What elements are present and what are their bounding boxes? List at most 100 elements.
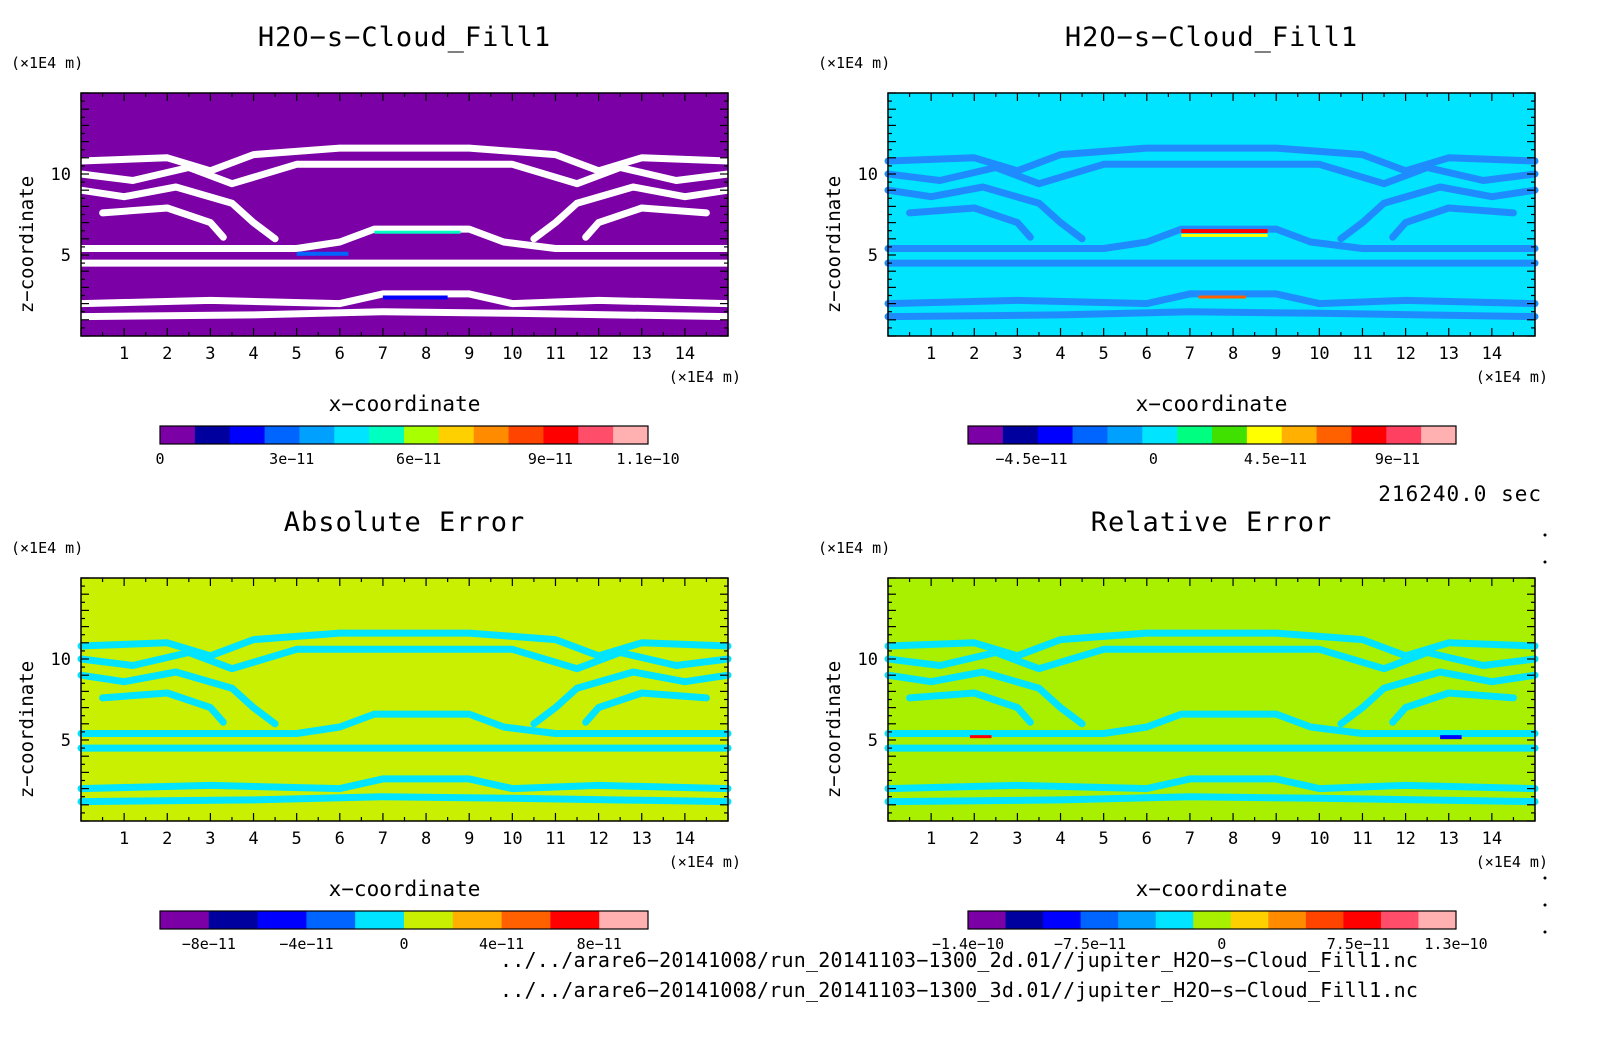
x-tick-label: 10	[502, 344, 522, 364]
contour-lines	[77, 144, 732, 321]
colorbar-swatch	[1305, 911, 1344, 929]
contour-band	[1389, 204, 1517, 241]
colorbar-swatch	[1230, 911, 1269, 929]
y-unit-label: (×1E4 m)	[818, 54, 890, 72]
colorbar-swatch	[257, 911, 307, 929]
axis-ticks	[80, 577, 729, 822]
contour-band	[77, 793, 732, 806]
z-tick-label: 5	[868, 731, 878, 751]
x-tick-label: 11	[1352, 344, 1372, 364]
x-tick-label: 12	[1395, 344, 1415, 364]
x-axis-label: x−coordinate	[1136, 392, 1288, 416]
colorbar-swatch	[369, 426, 405, 444]
colorbar-label: 9e−11	[1375, 450, 1420, 468]
x-unit-label: (×1E4 m)	[1476, 853, 1548, 871]
colorbar-swatch	[1212, 426, 1248, 444]
colorbar-swatch	[550, 911, 600, 929]
colorbar-swatch	[306, 911, 356, 929]
colorbar: −4.5e−11 0 4.5e−11 9e−11	[967, 425, 1457, 468]
y-unit-label: (×1E4 m)	[11, 539, 83, 557]
colorbar-swatch	[543, 426, 579, 444]
colorbar-swatch	[1281, 426, 1318, 444]
axis-ticks	[887, 92, 1536, 337]
colorbar-label: −4e−11	[279, 935, 333, 953]
contour-band	[884, 775, 1539, 793]
z-tick-label: 10	[858, 650, 878, 670]
contour-band	[1337, 183, 1539, 243]
file-path-2d: ../../arare6−20141008/run_20141103−1300_…	[500, 948, 1419, 972]
colorbar-label: 3e−11	[269, 450, 314, 468]
x-tick-label: 9	[464, 344, 474, 364]
colorbar-swatch	[599, 911, 649, 929]
x-tick-label: 11	[545, 829, 565, 849]
contour-band	[582, 204, 710, 241]
colorbar-swatch	[229, 426, 266, 444]
x-tick-label: 8	[1228, 344, 1238, 364]
contour-band	[77, 308, 732, 321]
x-tick-label: 2	[969, 829, 979, 849]
colorbar-swatch	[438, 426, 475, 444]
contour-lines	[884, 629, 1539, 806]
colorbar-swatch	[1246, 426, 1283, 444]
x-tick-label: 3	[205, 829, 215, 849]
contour-band	[1389, 689, 1517, 726]
x-tick-label: 2	[162, 829, 172, 849]
colorbar-swatch	[508, 426, 544, 444]
x-tick-label: 2	[969, 344, 979, 364]
colorbar-frame	[967, 425, 1457, 445]
contour-band	[99, 204, 227, 241]
x-tick-label: 8	[421, 344, 431, 364]
x-tick-label: 10	[502, 829, 522, 849]
x-unit-label: (×1E4 m)	[669, 368, 741, 386]
contour-band	[906, 204, 1034, 241]
contour-band	[77, 183, 279, 243]
colorbar-swatch	[334, 426, 370, 444]
x-unit-label: (×1E4 m)	[1476, 368, 1548, 386]
z-tick-label: 5	[61, 731, 71, 751]
colorbar-swatch	[299, 426, 335, 444]
x-tick-label: 3	[1012, 829, 1022, 849]
colorbar-swatch	[1072, 426, 1108, 444]
panel-4: Relative Error(×1E4 m)1 2 3 4 5 6 7 8 9 10 11 12 13 1…	[818, 507, 1548, 953]
x-tick-label: 7	[1185, 344, 1195, 364]
z-tick-label: 10	[51, 165, 71, 185]
colorbar-label: 0	[1217, 935, 1226, 953]
contour-lines	[77, 629, 732, 806]
x-tick-label: 5	[1099, 344, 1109, 364]
x-tick-label: 6	[1142, 344, 1152, 364]
colorbar-swatch	[1177, 426, 1213, 444]
panel-2: H2O−s−Cloud_Fill1(×1E4 m)1 2 3 4 5 6 7 8 9 10 11 12…	[818, 22, 1548, 468]
x-tick-label: 5	[1099, 829, 1109, 849]
contour-band	[884, 645, 1539, 673]
z-tick-label: 5	[868, 246, 878, 266]
z-axis-label: z−coordinate	[16, 661, 38, 798]
contour-band	[77, 668, 279, 728]
x-tick-label: 14	[675, 344, 695, 364]
colorbar-swatch	[1380, 911, 1419, 929]
colorbar-swatch	[404, 911, 454, 929]
x-tick-label: 1	[119, 344, 129, 364]
panel-1: H2O−s−Cloud_Fill1(×1E4 m)1 2 3 4 5 6 7 8 9 10 11 12…	[11, 22, 741, 468]
colorbar-swatch	[1193, 911, 1232, 929]
contour-band	[77, 160, 732, 188]
colorbar-frame	[967, 910, 1457, 930]
colorbar-swatch	[613, 426, 649, 444]
colorbar-label: −8e−11	[182, 935, 236, 953]
colorbar-swatch	[1005, 911, 1044, 929]
edge-dot	[1543, 533, 1547, 537]
contour-band	[77, 710, 732, 737]
colorbar-swatch	[968, 911, 1007, 929]
colorbar-swatch	[264, 426, 300, 444]
z-tick-label: 10	[858, 165, 878, 185]
x-tick-label: 1	[926, 344, 936, 364]
colorbar-swatch	[1268, 911, 1307, 929]
x-tick-label: 1	[119, 829, 129, 849]
contour-spot	[1198, 295, 1247, 299]
colorbar-swatch	[968, 426, 1004, 444]
colorbar-frame	[159, 910, 649, 930]
contour-band	[884, 793, 1539, 806]
contour-band	[77, 775, 732, 793]
x-tick-label: 9	[464, 829, 474, 849]
colorbar-swatch	[1142, 426, 1178, 444]
